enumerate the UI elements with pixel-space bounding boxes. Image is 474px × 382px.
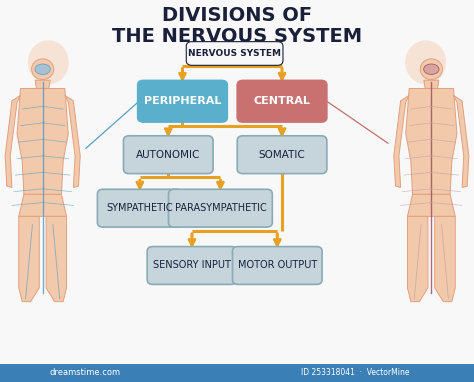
FancyBboxPatch shape	[186, 42, 283, 65]
Bar	[0, 364, 474, 382]
Polygon shape	[46, 216, 66, 302]
Polygon shape	[35, 80, 50, 89]
Text: SYMPATHETIC: SYMPATHETIC	[107, 203, 173, 213]
Text: PARASYMPATHETIC: PARASYMPATHETIC	[174, 203, 266, 213]
Ellipse shape	[35, 64, 50, 74]
Ellipse shape	[424, 64, 439, 74]
Text: SENSORY INPUT: SENSORY INPUT	[153, 261, 231, 270]
FancyBboxPatch shape	[137, 81, 227, 122]
Polygon shape	[406, 89, 457, 194]
Text: NERVOUS SYSTEM: NERVOUS SYSTEM	[188, 49, 281, 58]
Polygon shape	[435, 216, 455, 302]
FancyBboxPatch shape	[123, 136, 213, 173]
FancyBboxPatch shape	[97, 189, 182, 227]
Polygon shape	[65, 96, 80, 188]
Text: SOMATIC: SOMATIC	[259, 150, 305, 160]
Polygon shape	[19, 194, 66, 216]
Text: THE NERVOUS SYSTEM: THE NERVOUS SYSTEM	[112, 27, 362, 46]
Polygon shape	[5, 96, 20, 188]
FancyBboxPatch shape	[169, 189, 272, 227]
Polygon shape	[424, 80, 439, 89]
Ellipse shape	[28, 40, 69, 84]
FancyBboxPatch shape	[237, 136, 327, 173]
Text: PERIPHERAL: PERIPHERAL	[144, 96, 221, 106]
FancyBboxPatch shape	[232, 247, 322, 284]
FancyBboxPatch shape	[147, 247, 237, 284]
FancyBboxPatch shape	[237, 81, 327, 122]
Polygon shape	[394, 96, 409, 188]
Ellipse shape	[32, 59, 54, 79]
Text: DIVISIONS OF: DIVISIONS OF	[162, 6, 312, 25]
Text: MOTOR OUTPUT: MOTOR OUTPUT	[237, 261, 317, 270]
Text: dreamstime.com: dreamstime.com	[50, 368, 121, 377]
Polygon shape	[408, 194, 455, 216]
Polygon shape	[17, 89, 68, 194]
Polygon shape	[19, 216, 39, 302]
Ellipse shape	[405, 40, 446, 84]
Ellipse shape	[420, 59, 442, 79]
Text: CENTRAL: CENTRAL	[254, 96, 310, 106]
Text: AUTONOMIC: AUTONOMIC	[136, 150, 201, 160]
Polygon shape	[454, 96, 469, 188]
Polygon shape	[408, 216, 428, 302]
Text: ID 253318041  ·  VectorMine: ID 253318041 · VectorMine	[301, 368, 410, 377]
